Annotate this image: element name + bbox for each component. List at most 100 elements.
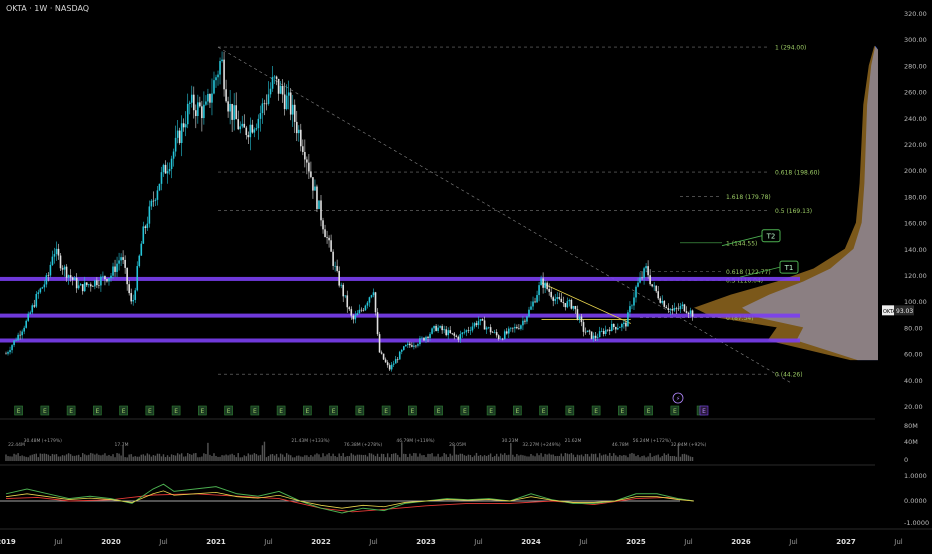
volume-bar xyxy=(413,452,415,461)
volume-bar xyxy=(148,454,151,461)
volume-bar xyxy=(687,455,690,461)
volume-bar xyxy=(392,453,395,461)
volume-bar xyxy=(679,456,682,461)
volume-bar xyxy=(399,457,401,461)
volume-bar xyxy=(506,455,508,461)
candle-body xyxy=(354,315,357,320)
candle-body xyxy=(126,267,128,285)
candle-body xyxy=(429,333,431,338)
volume-bar xyxy=(633,453,635,461)
candle-body xyxy=(5,353,7,355)
volume-bar xyxy=(415,453,417,461)
volume-bar xyxy=(122,444,124,461)
candle-body xyxy=(449,330,452,334)
candle-body xyxy=(293,104,296,122)
candle-body xyxy=(479,319,482,322)
fib-ext-label: 1 (144.55) xyxy=(726,240,757,247)
volume-bar xyxy=(637,454,639,461)
fib-ext-label: 0 (87.54) xyxy=(726,315,754,322)
volume-bar xyxy=(386,453,389,461)
volume-bar xyxy=(39,453,42,461)
candle-body xyxy=(431,328,433,334)
candle-body xyxy=(566,301,569,308)
candle-body xyxy=(683,304,686,312)
candle-body xyxy=(435,325,437,331)
volume-bar xyxy=(504,453,506,461)
candle-body xyxy=(356,313,359,316)
volume-bar xyxy=(617,456,619,461)
volume-bar xyxy=(334,456,336,461)
candle-body xyxy=(132,299,135,302)
candle-body xyxy=(582,322,585,332)
fib-level-label: 0.618 (198.60) xyxy=(775,170,820,177)
candle-body xyxy=(451,333,454,334)
volume-bar xyxy=(667,453,670,461)
candle-body xyxy=(639,277,641,283)
x-tick-label: Jul xyxy=(53,538,63,546)
volume-bar xyxy=(613,453,615,461)
candle-body xyxy=(427,336,429,338)
candle-body xyxy=(199,102,201,107)
volume-bar xyxy=(435,456,437,461)
earnings-marker xyxy=(355,405,365,416)
earnings-marker-label: E xyxy=(69,408,73,415)
candle-body xyxy=(421,337,423,339)
candle-body xyxy=(348,307,351,310)
candle-body xyxy=(366,302,369,306)
volume-bar xyxy=(635,456,637,461)
x-tick-label: 2027 xyxy=(836,538,856,546)
candle-body xyxy=(253,129,256,133)
candle-body xyxy=(338,270,340,286)
volume-bar xyxy=(287,454,290,461)
volume-bar xyxy=(427,453,429,461)
volume-bar xyxy=(61,455,64,461)
volume-bar xyxy=(502,454,504,461)
candle-body xyxy=(152,200,155,202)
candle-body xyxy=(433,325,435,329)
candle-body xyxy=(221,59,223,62)
volume-bar xyxy=(47,454,50,461)
volume-bar xyxy=(528,456,530,461)
candle-body xyxy=(287,92,290,96)
volume-annotation: 28.05M xyxy=(449,442,466,448)
volume-bar xyxy=(641,455,643,461)
volume-bar xyxy=(312,456,314,461)
volume-bar xyxy=(524,455,526,461)
candle-body xyxy=(47,275,50,276)
candle-body xyxy=(73,277,76,280)
earnings-marker-label: E xyxy=(148,408,152,415)
candle-body xyxy=(59,255,62,269)
volume-bar xyxy=(328,453,330,461)
candle-body xyxy=(110,275,112,279)
candle-body xyxy=(560,298,563,303)
volume-bar xyxy=(562,456,565,461)
volume-bar xyxy=(651,456,653,461)
volume-bar xyxy=(320,457,322,461)
candle-body xyxy=(485,327,488,330)
candle-body xyxy=(35,293,38,307)
candle-body xyxy=(526,316,528,322)
volume-bar xyxy=(465,455,468,461)
volume-bar xyxy=(9,456,11,461)
candle-body xyxy=(651,284,653,287)
y-tick-label: 240.00 xyxy=(904,115,927,123)
volume-bar xyxy=(11,456,13,461)
volume-bar xyxy=(550,454,552,461)
earnings-marker-label: E xyxy=(463,408,467,415)
volume-bar xyxy=(92,453,94,461)
volume-bar xyxy=(96,453,98,461)
volume-bar xyxy=(520,454,522,461)
volume-bar xyxy=(205,454,207,461)
volume-bar xyxy=(164,457,167,461)
candle-body xyxy=(627,312,629,327)
candle-body xyxy=(608,329,611,332)
candle-body xyxy=(326,237,328,238)
volume-bar xyxy=(358,454,361,461)
candle-body xyxy=(340,284,342,286)
volume-bar xyxy=(344,456,346,461)
volume-bar xyxy=(69,454,72,461)
candle-body xyxy=(45,275,48,285)
x-tick-label: Jul xyxy=(683,538,693,546)
candle-body xyxy=(271,76,274,89)
